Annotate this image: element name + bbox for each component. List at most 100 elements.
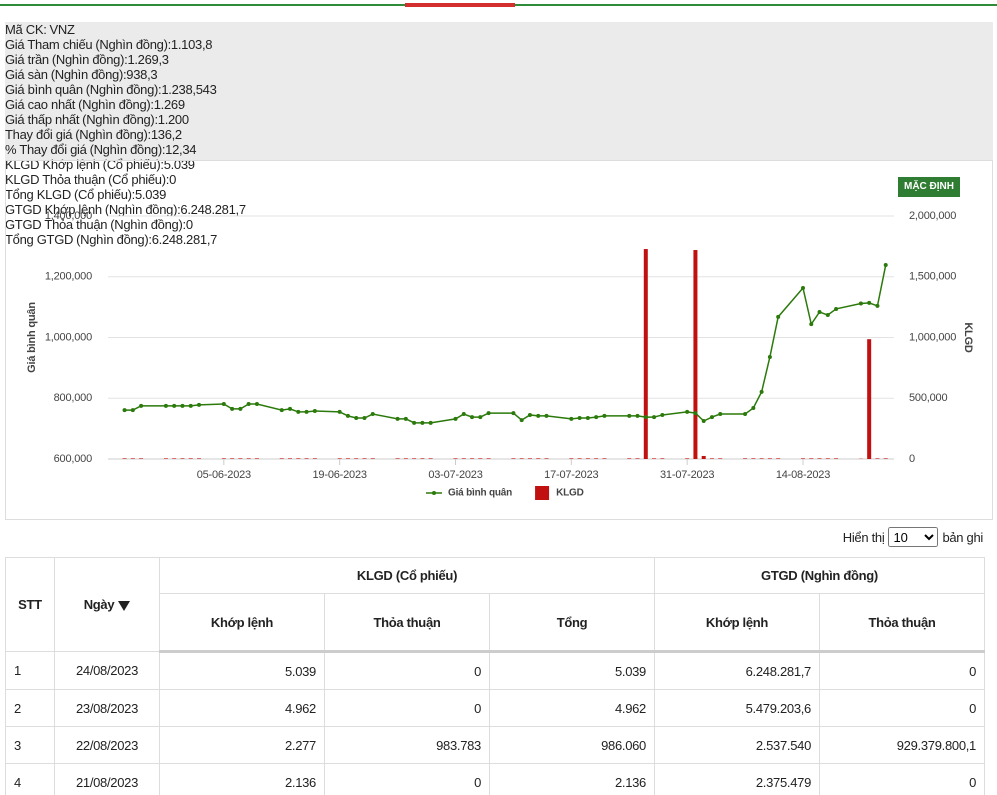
- line-point: [759, 389, 764, 394]
- table-cell: 4.962: [489, 689, 655, 727]
- line-point: [858, 301, 863, 306]
- table-row: 1 24/08/2023 5.039 0 5.039 6.248.281,7 0: [5, 651, 985, 690]
- x-tick-label: 17-07-2023: [544, 469, 598, 481]
- page-size-select[interactable]: 10: [888, 527, 939, 547]
- line-point: [238, 406, 243, 411]
- line-point: [304, 409, 309, 414]
- line-point: [197, 402, 202, 407]
- line-point: [643, 415, 648, 420]
- data-table: STT Ngày KLGD (Cổ phiếu) GTGD (Nghìn đồng) K…: [5, 557, 985, 795]
- y2-tick-label: 1,000,000: [909, 331, 956, 343]
- bar: [246, 458, 251, 459]
- pager-label: Hiển thị: [842, 529, 885, 545]
- info-value: 938,3: [126, 67, 158, 82]
- info-label: Tổng KLGD: [5, 187, 71, 202]
- info-label: Mã CK:: [5, 22, 47, 37]
- line-point: [585, 415, 590, 420]
- bar: [461, 458, 466, 459]
- bar: [776, 458, 781, 459]
- bar: [337, 458, 342, 459]
- bar: [453, 458, 458, 459]
- bar: [188, 458, 193, 459]
- bar: [130, 458, 135, 459]
- line-point: [743, 412, 748, 417]
- info-label: Giá cao nhất: [5, 97, 76, 112]
- info-value: 1.269: [153, 97, 185, 112]
- legend-label: Giá bình quân: [448, 488, 512, 499]
- y-tick-label: 1,400,000: [45, 210, 92, 222]
- info-label: Giá trần: [5, 52, 49, 67]
- x-tick-label: 19-06-2023: [313, 469, 367, 481]
- bar: [643, 249, 648, 459]
- line-point: [122, 408, 127, 413]
- table-cell: 2.136: [489, 763, 655, 795]
- info-value: 1.200: [157, 112, 189, 127]
- info-unit: (Nghìn đồng):: [78, 97, 154, 112]
- bar: [809, 458, 814, 459]
- info-item: Tổng KLGD (Cổ phiếu):5.039: [5, 187, 993, 202]
- bar: [834, 458, 839, 459]
- bar: [594, 458, 599, 459]
- table-row: 2 23/08/2023 4.962 0 4.962 5.479.203,6 0: [5, 689, 985, 727]
- line-point: [163, 403, 168, 408]
- line-point: [511, 411, 516, 416]
- line-point: [701, 419, 706, 424]
- line-point: [577, 415, 582, 420]
- table-cell: 5.039: [489, 651, 655, 690]
- info-item: Thay đổi giá (Nghìn đồng):136,2: [5, 127, 993, 142]
- table-cell: 2: [5, 689, 55, 727]
- table-cell: 4: [5, 763, 55, 795]
- line-point: [817, 309, 822, 314]
- bar: [312, 458, 317, 459]
- legend-swatch: [535, 486, 550, 500]
- table-cell: 2.537.540: [654, 726, 820, 764]
- info-item: % Thay đổi giá (Nghìn đồng):12,34: [5, 142, 993, 157]
- bar: [743, 458, 748, 459]
- bar: [345, 458, 350, 459]
- info-unit: (Nghìn đồng):: [95, 37, 171, 52]
- bar: [627, 458, 632, 459]
- line-point: [685, 409, 690, 414]
- bar: [304, 458, 309, 459]
- info-item: Giá sàn (Nghìn đồng):938,3: [5, 67, 993, 82]
- bar: [751, 458, 756, 459]
- chart-panel: 600,000 800,000 1,000,000 1,200,000 1,400,00…: [5, 160, 993, 520]
- line-point: [660, 412, 665, 417]
- info-value: 5.039: [134, 187, 167, 202]
- line-point: [652, 415, 657, 420]
- header-text: STT: [18, 597, 42, 612]
- bar: [478, 458, 483, 459]
- default-button[interactable]: MẶC ĐỊNH: [898, 177, 960, 197]
- info-unit: (Cổ phiếu):: [73, 187, 135, 202]
- bar: [486, 458, 491, 459]
- y2-tick-label: 2,000,000: [909, 210, 956, 222]
- bar: [180, 458, 185, 459]
- bar: [139, 458, 144, 459]
- line-point: [809, 322, 814, 327]
- table-cell: 0: [819, 689, 985, 727]
- y-axis-label: Giá bình quân: [26, 302, 38, 373]
- line-point: [403, 416, 408, 421]
- line-point: [776, 314, 781, 319]
- info-value: 1.269,3: [127, 52, 169, 67]
- table-cell: 0: [324, 689, 490, 727]
- info-label: % Thay đổi giá: [5, 142, 87, 157]
- header-cell: STT: [5, 557, 55, 652]
- line: [124, 264, 887, 424]
- bar: [403, 458, 408, 459]
- line-point: [544, 413, 549, 418]
- table-cell: 6.248.281,7: [654, 651, 820, 690]
- info-value: 0: [185, 217, 193, 232]
- header-text: GTGD (Nghìn đồng): [761, 568, 878, 583]
- info-item: KLGD Thỏa thuận (Cổ phiếu):0: [5, 172, 993, 187]
- bar: [825, 458, 830, 459]
- line-point: [362, 415, 367, 420]
- info-label: Giá Tham chiếu: [5, 37, 93, 52]
- bar: [230, 458, 235, 459]
- legend-label: KLGD: [556, 488, 584, 499]
- bar: [585, 458, 590, 459]
- line-point: [370, 412, 375, 417]
- line-point: [709, 415, 714, 420]
- header-cell: Ngày: [54, 557, 160, 652]
